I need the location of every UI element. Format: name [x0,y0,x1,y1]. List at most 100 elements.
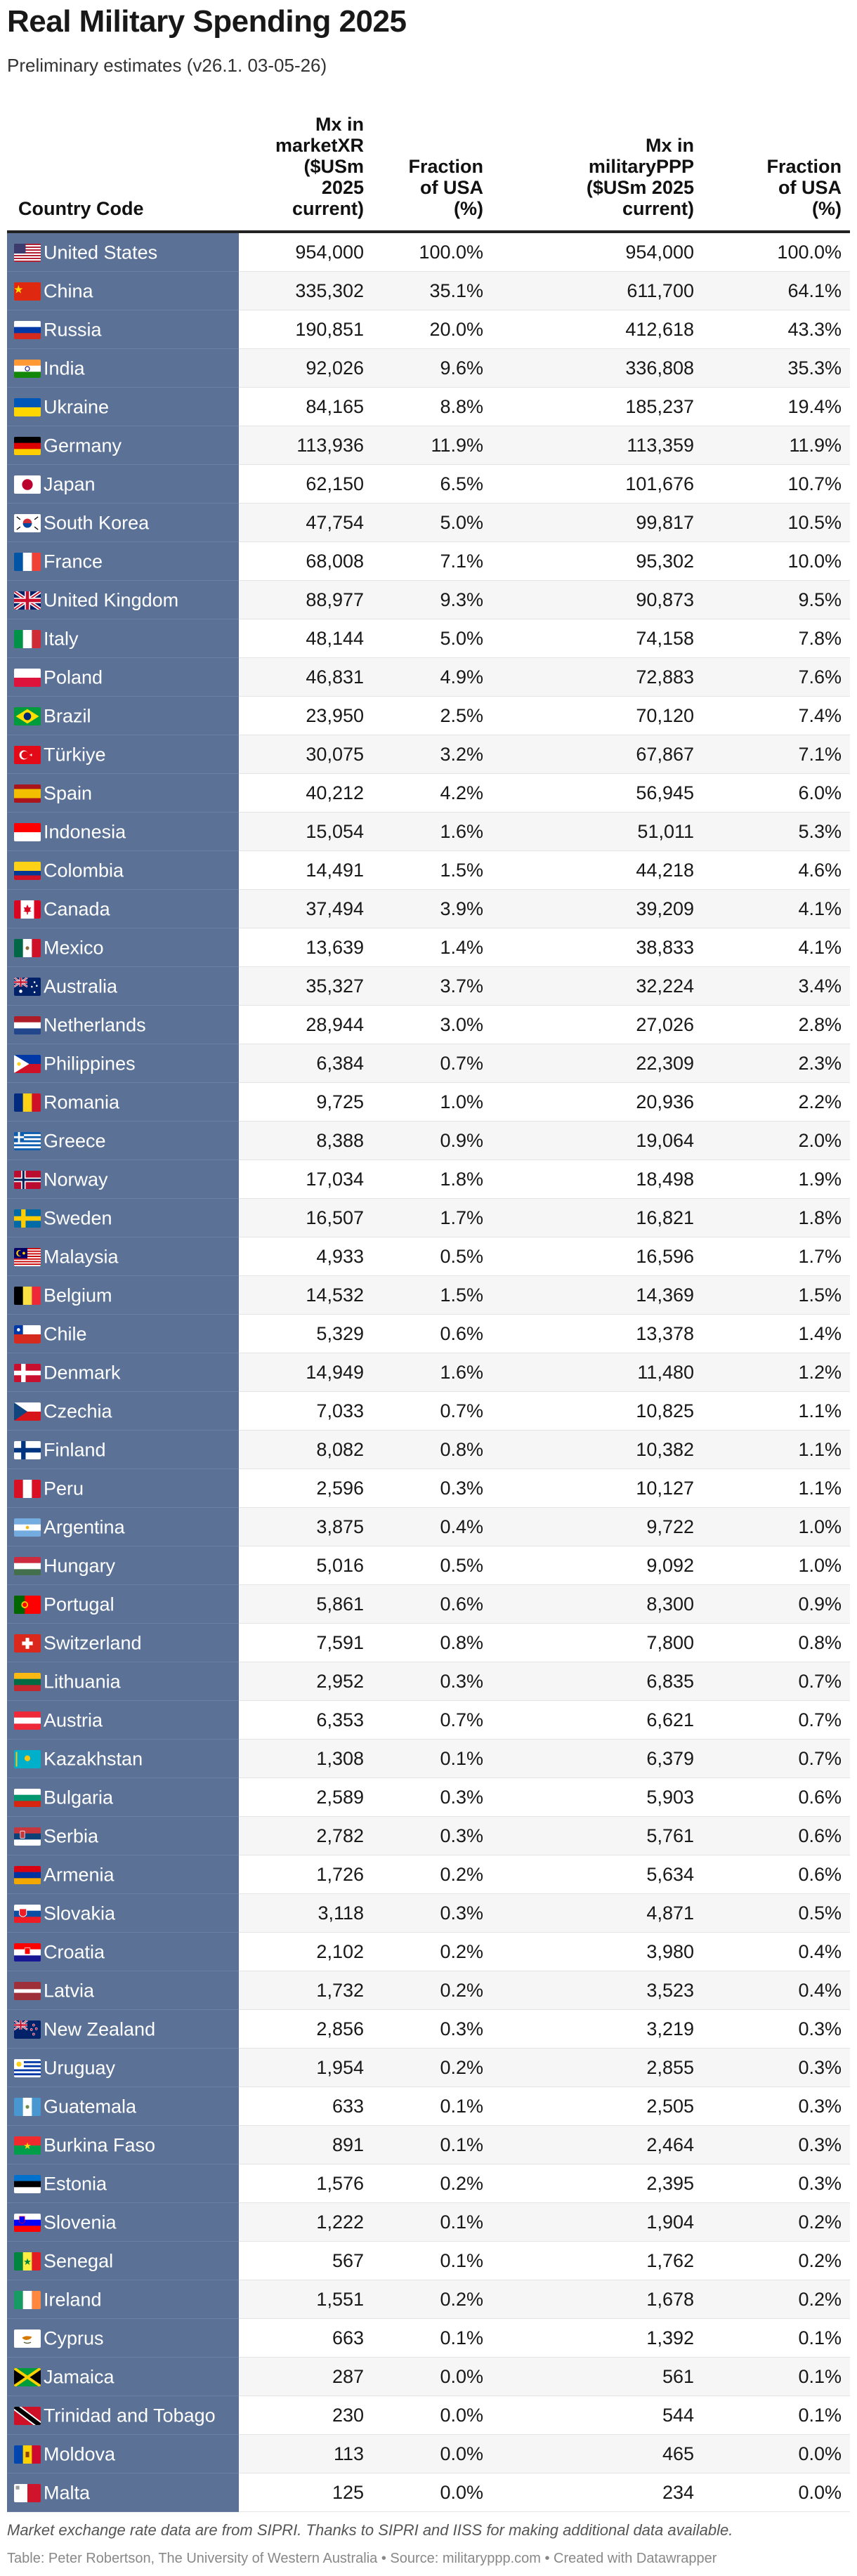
country-cell: United States [7,232,239,272]
frac-xr-value: 5.0% [372,503,492,542]
table-row: Brazil 23,950 2.5% 70,120 7.4% [7,696,850,735]
country-cell: Mexico [7,928,239,967]
mx-ppp-value: 90,873 [492,580,702,619]
mx-xr-value: 68,008 [239,541,372,581]
mx-ppp-value: 13,378 [492,1314,702,1353]
flag-mt-icon [14,2483,41,2502]
country-cell: Colombia [7,850,239,890]
mx-ppp-value: 16,821 [492,1198,702,1237]
mx-xr-value: 2,102 [239,1932,372,1971]
country-cell: Russia [7,310,239,349]
mx-ppp-value: 51,011 [492,812,702,851]
column-header-mx-xr[interactable]: Mx in marketXR ($USm 2025 current) [239,114,372,233]
column-header-country[interactable]: Country Code [7,114,239,233]
frac-xr-value: 9.6% [372,348,492,388]
table-row: Sweden 16,507 1.7% 16,821 1.8% [7,1198,850,1237]
frac-ppp-value: 1.4% [702,1314,850,1353]
mx-ppp-value: 5,634 [492,1855,702,1894]
frac-ppp-value: 35.3% [702,348,850,388]
country-cell: Switzerland [7,1623,239,1662]
country-cell: Burkina Faso [7,2125,239,2164]
country-name: Ukraine [44,396,110,418]
frac-xr-value: 0.2% [372,1932,492,1971]
frac-xr-value: 1.5% [372,850,492,890]
frac-xr-value: 0.3% [372,1893,492,1933]
country-cell: Denmark [7,1353,239,1392]
table-row: Philippines 6,384 0.7% 22,309 2.3% [7,1044,850,1083]
frac-ppp-value: 0.7% [702,1739,850,1778]
country-name: Belgium [44,1284,112,1306]
mx-xr-value: 335,302 [239,271,372,310]
flag-lt-icon [14,1672,41,1691]
flag-au-icon [14,977,41,996]
country-name: Türkiye [44,744,106,765]
mx-xr-value: 1,308 [239,1739,372,1778]
frac-xr-value: 3.9% [372,889,492,928]
flag-uy-icon [14,2058,41,2077]
country-name: Kazakhstan [44,1748,143,1770]
mx-ppp-value: 412,618 [492,310,702,349]
mx-xr-value: 8,082 [239,1430,372,1469]
mx-ppp-value: 67,867 [492,735,702,774]
country-name: Indonesia [44,821,126,843]
flag-ph-icon [14,1054,41,1073]
column-header-frac-xr[interactable]: Fraction of USA (%) [372,114,492,233]
mx-ppp-value: 2,464 [492,2125,702,2164]
mx-ppp-value: 9,092 [492,1546,702,1585]
frac-xr-value: 0.7% [372,1700,492,1740]
frac-xr-value: 4.9% [372,657,492,697]
mx-xr-value: 663 [239,2318,372,2358]
country-cell: United Kingdom [7,580,239,619]
table-row: Ukraine 84,165 8.8% 185,237 19.4% [7,387,850,426]
mx-ppp-value: 954,000 [492,232,702,272]
mx-ppp-value: 113,359 [492,426,702,465]
table-row: Australia 35,327 3.7% 32,224 3.4% [7,966,850,1006]
frac-ppp-value: 6.0% [702,773,850,813]
country-name: Poland [44,666,103,688]
frac-xr-value: 0.5% [372,1546,492,1585]
flag-ru-icon [14,320,41,339]
country-name: Czechia [44,1400,112,1422]
table-row: Czechia 7,033 0.7% 10,825 1.1% [7,1391,850,1431]
table-row: Indonesia 15,054 1.6% 51,011 5.3% [7,812,850,851]
mx-ppp-value: 544 [492,2396,702,2435]
country-name: Malaysia [44,1246,119,1268]
frac-ppp-value: 5.3% [702,812,850,851]
mx-xr-value: 30,075 [239,735,372,774]
country-cell: Netherlands [7,1005,239,1044]
mx-xr-value: 5,861 [239,1584,372,1624]
country-name: United Kingdom [44,589,179,611]
country-name: Chile [44,1323,87,1345]
frac-ppp-value: 100.0% [702,232,850,272]
mx-xr-value: 40,212 [239,773,372,813]
country-cell: Trinidad and Tobago [7,2396,239,2435]
frac-ppp-value: 0.4% [702,1932,850,1971]
mx-xr-value: 37,494 [239,889,372,928]
frac-ppp-value: 0.2% [702,2241,850,2280]
flag-nl-icon [14,1016,41,1034]
country-name: Moldova [44,2443,116,2465]
flag-pe-icon [14,1479,41,1498]
mx-ppp-value: 44,218 [492,850,702,890]
mx-ppp-value: 1,392 [492,2318,702,2358]
table-row: Croatia 2,102 0.2% 3,980 0.4% [7,1932,850,1971]
column-header-frac-ppp[interactable]: Fraction of USA (%) [702,114,850,233]
country-cell: France [7,541,239,581]
country-cell: Kazakhstan [7,1739,239,1778]
mx-xr-value: 125 [239,2473,372,2512]
country-name: Philippines [44,1053,136,1075]
table-row: Germany 113,936 11.9% 113,359 11.9% [7,426,850,465]
flag-cz-icon [14,1402,41,1421]
frac-ppp-value: 1.8% [702,1198,850,1237]
mx-ppp-value: 185,237 [492,387,702,426]
table-row: Lithuania 2,952 0.3% 6,835 0.7% [7,1662,850,1701]
frac-xr-value: 0.3% [372,2009,492,2049]
country-cell: Serbia [7,1816,239,1855]
frac-ppp-value: 1.1% [702,1430,850,1469]
country-name: Spain [44,782,93,804]
table-header: Country Code Mx in marketXR ($USm 2025 curre… [7,114,850,233]
flag-rs-icon [14,1827,41,1846]
column-header-mx-ppp[interactable]: Mx in militaryPPP ($USm 2025 current) [492,114,702,233]
mx-xr-value: 88,977 [239,580,372,619]
country-cell: Slovakia [7,1893,239,1933]
